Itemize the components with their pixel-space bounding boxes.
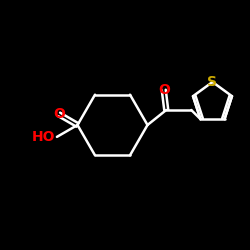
Text: O: O bbox=[158, 83, 170, 97]
Text: S: S bbox=[208, 75, 218, 89]
Text: HO: HO bbox=[32, 130, 56, 144]
Text: O: O bbox=[53, 108, 65, 122]
